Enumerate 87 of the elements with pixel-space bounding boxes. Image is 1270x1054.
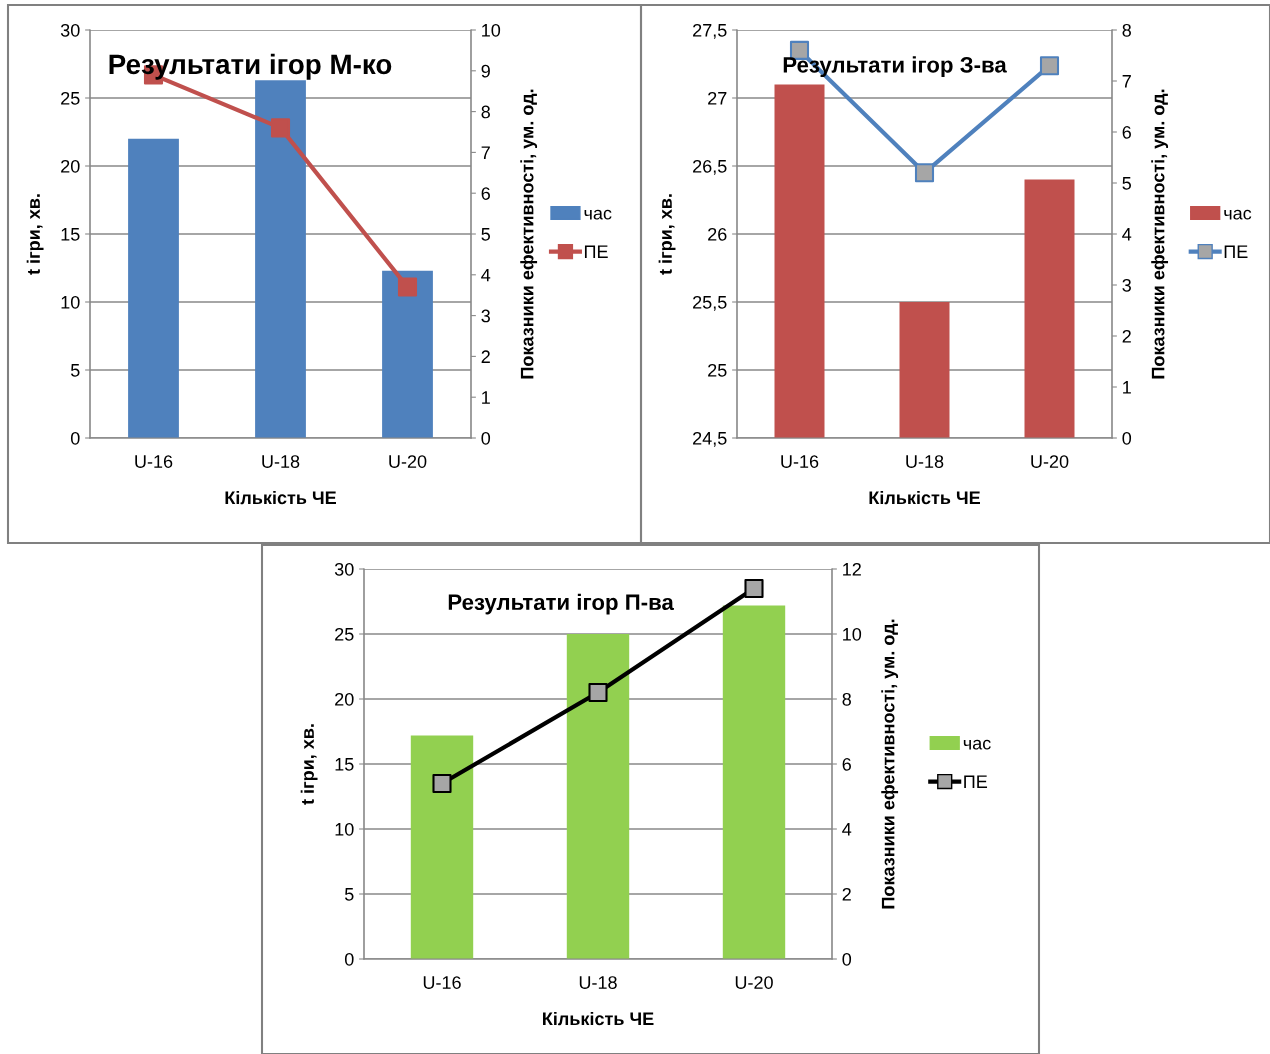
x-axis-title: Кількість ЧЕ	[869, 490, 980, 505]
y-tick-label: 15	[61, 228, 80, 241]
y-tick-label: 25	[708, 363, 727, 377]
point	[1039, 56, 1060, 76]
x-tick-label: U-16	[423, 976, 461, 989]
bar	[410, 735, 474, 959]
y-tick-label: 26	[708, 227, 727, 241]
legend-label: ПЕ	[964, 775, 988, 788]
point	[914, 163, 935, 183]
y2-tick-label: 5	[1122, 177, 1132, 190]
bar	[722, 605, 786, 959]
x-tick-label: U-20	[735, 976, 773, 989]
y-tick-label: 27	[708, 91, 727, 105]
y-tick-label: 0	[344, 952, 354, 966]
x-tick-label: U-18	[579, 976, 617, 989]
y2-tick-label: 6	[842, 757, 851, 771]
y-tick-label: 10	[61, 295, 80, 309]
y2-tick-label: 3	[1122, 278, 1131, 292]
y2-tick-label: 0	[1122, 431, 1132, 445]
point	[270, 118, 291, 138]
point	[588, 682, 608, 703]
y-tick-label: 30	[334, 562, 354, 576]
y-tick-label: 25	[335, 627, 354, 641]
point	[432, 773, 452, 794]
x-tick-label: U-18	[262, 455, 300, 468]
y-axis-title: t ігри, хв.	[658, 194, 676, 275]
y2-tick-label: 6	[481, 187, 490, 200]
bar	[566, 634, 630, 959]
y-tick-label: 27,5	[693, 23, 727, 39]
y-tick-label: 10	[335, 822, 354, 836]
y2-tick-label: 0	[481, 431, 491, 445]
y2-tick-label: 1	[1123, 381, 1131, 394]
y-tick-label: 15	[335, 758, 354, 771]
y2-tick-label: 10	[482, 23, 501, 37]
y2-axis-title: Показники ефективності, ум. од.	[520, 89, 538, 379]
y-tick-label: 25	[61, 91, 80, 105]
y-tick-label: 25,5	[693, 295, 727, 311]
legend-label: час	[1224, 209, 1252, 220]
point	[397, 277, 418, 297]
y2-tick-label: 7	[1122, 75, 1131, 88]
y-tick-label: 26,5	[693, 159, 727, 175]
y2-tick-label: 7	[481, 146, 490, 159]
y2-tick-label: 8	[481, 105, 490, 119]
legend-label: ПЕ	[584, 245, 608, 258]
x-tick-label: U-16	[135, 455, 173, 468]
y-tick-label: 24,5	[693, 431, 727, 447]
y-tick-label: 30	[60, 23, 80, 37]
y-tick-label: 20	[61, 159, 80, 173]
y2-tick-label: 8	[842, 692, 851, 706]
x-tick-label: U-20	[1031, 455, 1069, 468]
y2-tick-label: 6	[1122, 125, 1131, 139]
y2-tick-label: 2	[842, 887, 851, 901]
y2-tick-label: 4	[481, 268, 491, 282]
y2-tick-label: 1	[482, 391, 490, 404]
y2-tick-label: 12	[843, 562, 861, 576]
legend-label: час	[963, 739, 991, 750]
legend-label: ПЕ	[1224, 245, 1248, 258]
bar	[255, 80, 306, 438]
y-tick-label: 20	[335, 692, 354, 706]
point	[744, 578, 764, 599]
legend-label: час	[584, 209, 612, 220]
x-tick-label: U-20	[389, 455, 427, 468]
y-axis-title: t ігри, хв.	[26, 194, 44, 275]
y2-tick-label: 9	[481, 64, 490, 78]
y-tick-label: 5	[70, 364, 80, 377]
x-axis-title: Кількість ЧЕ	[543, 1011, 654, 1026]
y2-axis-title: Показники ефективності, ум. од.	[1151, 89, 1169, 379]
y2-axis-title: Показники ефективності, ум. од.	[881, 619, 899, 909]
y2-tick-label: 4	[842, 823, 852, 836]
y2-tick-label: 10	[843, 627, 862, 641]
text: Результати ігор М-ко	[109, 53, 392, 80]
x-axis-title: Кількість ЧЕ	[225, 490, 336, 505]
bar	[128, 138, 179, 438]
y2-tick-label: 2	[1122, 329, 1131, 343]
y2-tick-label: 0	[842, 952, 852, 966]
y-axis-title: t ігри, хв.	[300, 724, 318, 805]
text: Результати ігор П-ва	[448, 593, 674, 615]
x-tick-label: U-18	[906, 455, 944, 468]
bar	[382, 270, 433, 438]
y-tick-label: 5	[344, 888, 354, 901]
y2-tick-label: 3	[481, 309, 490, 323]
y2-tick-label: 2	[481, 350, 490, 363]
y2-tick-label: 8	[1122, 23, 1131, 37]
y-tick-label: 0	[70, 431, 80, 445]
x-tick-label: U-16	[781, 455, 819, 468]
y2-tick-label: 4	[1122, 228, 1132, 241]
y2-tick-label: 5	[481, 228, 491, 241]
